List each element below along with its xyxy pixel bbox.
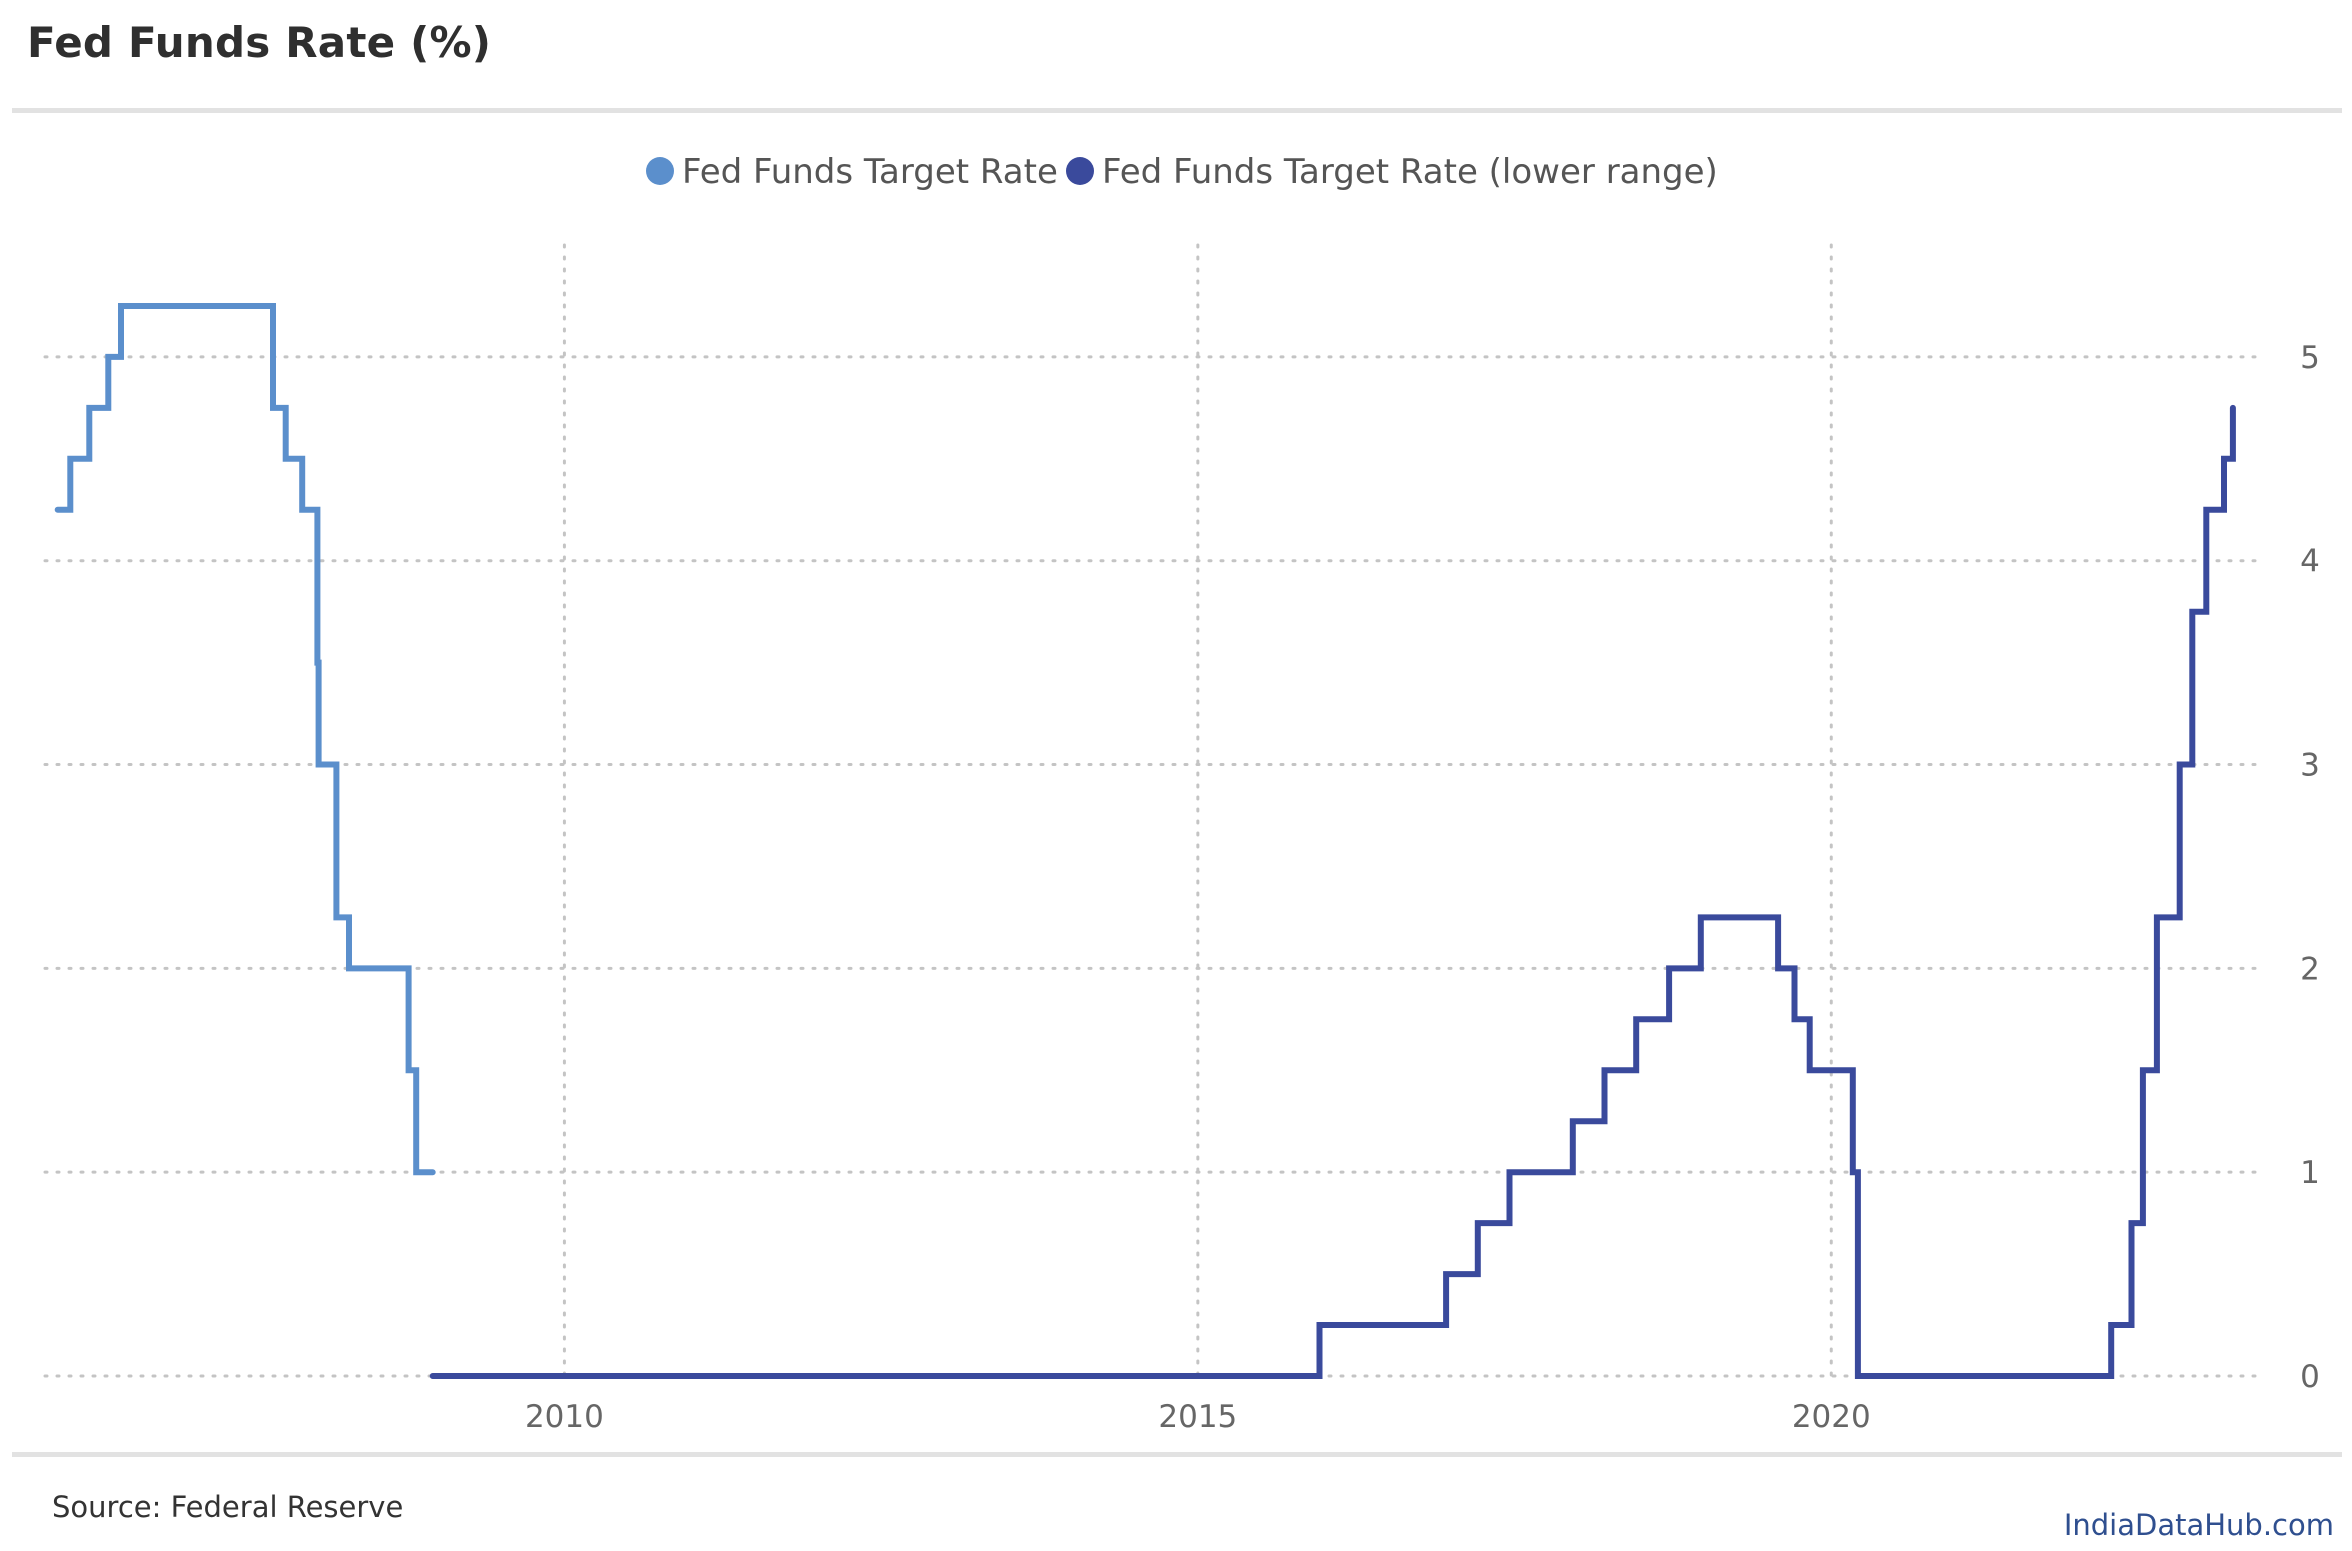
y-tick-label: 1 xyxy=(2300,1155,2320,1191)
y-tick-label: 2 xyxy=(2300,951,2320,987)
brand-link[interactable]: IndiaDataHub.com xyxy=(2063,1508,2334,1542)
legend-marker xyxy=(1066,157,1094,185)
legend-marker xyxy=(646,157,674,185)
source-note: Source: Federal Reserve xyxy=(52,1490,404,1524)
series-line-2 xyxy=(429,404,2236,1379)
page-title: Fed Funds Rate (%) xyxy=(27,18,492,67)
series-layer xyxy=(54,303,2236,1379)
tick-labels: 0 1 2 3 4 5 2010 2015 2020 xyxy=(525,340,2320,1435)
y-tick-label: 4 xyxy=(2300,544,2320,580)
x-tick-label: 2020 xyxy=(1792,1399,1871,1435)
y-tick-label: 3 xyxy=(2300,748,2320,784)
legend-label: Fed Funds Target Rate (lower range) xyxy=(1102,152,1718,192)
legend-label: Fed Funds Target Rate xyxy=(682,152,1058,192)
legend: Fed Funds Target Rate Fed Funds Target Ra… xyxy=(646,152,1718,192)
grid-layer xyxy=(43,243,2264,1378)
footer-divider xyxy=(12,1452,2342,1457)
y-tick-label: 5 xyxy=(2300,340,2320,376)
header-divider xyxy=(12,108,2342,113)
x-tick-label: 2015 xyxy=(1158,1399,1237,1435)
y-tick-label: 0 xyxy=(2300,1359,2320,1395)
series-line-1 xyxy=(54,303,436,1176)
x-tick-label: 2010 xyxy=(525,1399,604,1435)
